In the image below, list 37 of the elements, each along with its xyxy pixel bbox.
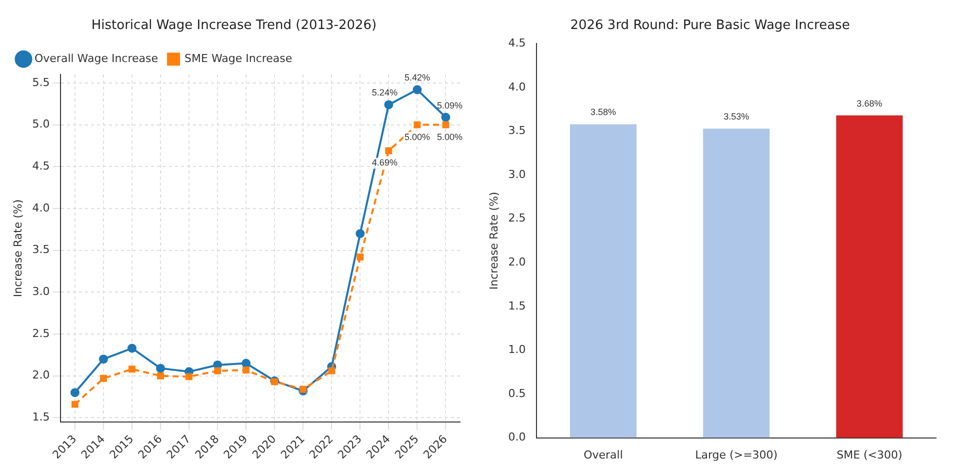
data-label: 3.68% [856, 98, 882, 108]
y-tick-label: 3.0 [508, 168, 526, 181]
y-axis-title: Increase Rate (%) [487, 192, 500, 290]
y-tick-label: 2.5 [508, 212, 526, 225]
y-tick-label: 4.5 [32, 160, 50, 173]
legend-label: Overall Wage Increase [34, 52, 158, 65]
y-tick-label: 3.5 [508, 124, 526, 138]
y-tick-label: 3.0 [32, 285, 50, 298]
y-tick-label: 4.0 [32, 201, 50, 214]
chart-title: Historical Wage Increase Trend (2013-2026) [91, 18, 377, 34]
chart-title: 2026 3rd Round: Pure Basic Wage Increase [570, 18, 850, 34]
y-tick-label: 2.0 [508, 255, 526, 268]
y-tick-label: 5.0 [32, 118, 50, 131]
data-label: 3.53% [724, 112, 750, 122]
y-tick-label: 0.0 [508, 430, 526, 444]
data-label: 5.09% [436, 100, 463, 110]
y-tick-label: 1.5 [508, 299, 526, 312]
x-tick-label: Large (>=300) [695, 448, 778, 462]
y-tick-label: 4.5 [508, 36, 526, 50]
data-label: 5.00% [436, 132, 463, 142]
data-label: 4.69% [372, 158, 398, 168]
data-label: 5.24% [372, 88, 398, 98]
y-tick-label: 1.5 [32, 410, 50, 424]
legend-label: SME Wage Increase [184, 52, 292, 65]
y-tick-label: 3.5 [32, 243, 50, 256]
y-tick-label: 4.0 [508, 80, 526, 94]
data-label: 3.58% [590, 107, 616, 118]
x-tick-label: SME (<300) [836, 448, 902, 462]
y-axis-title: Increase Rate (%) [11, 199, 24, 298]
y-tick-label: 5.5 [32, 76, 50, 89]
x-tick-label: Overall [584, 448, 623, 462]
y-tick-label: 2.0 [32, 368, 50, 382]
y-tick-label: 2.5 [32, 326, 50, 340]
data-label: 5.42% [404, 72, 430, 83]
data-label: 5.00% [404, 132, 430, 142]
y-tick-label: 1.0 [508, 343, 526, 356]
y-tick-label: 0.5 [508, 386, 526, 400]
